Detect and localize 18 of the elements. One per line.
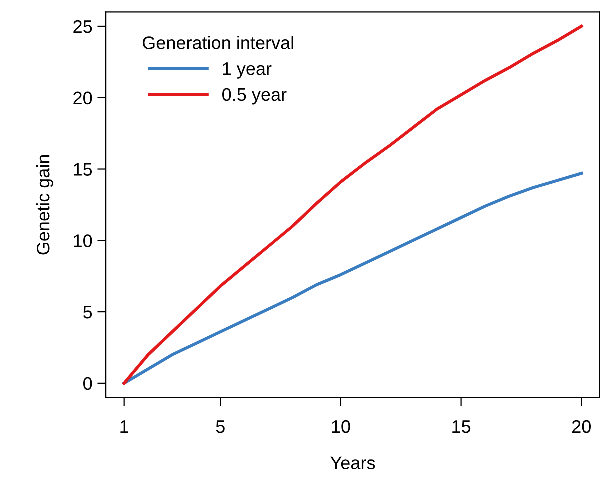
y-tick-label: 5 bbox=[84, 306, 92, 319]
line-series bbox=[122, 172, 584, 385]
legend-title: Generation interval bbox=[142, 36, 294, 50]
x-tick-label: 10 bbox=[332, 420, 350, 434]
x-tick-label: 20 bbox=[572, 420, 591, 434]
line-series bbox=[122, 24, 584, 385]
legend-label: 1 year bbox=[223, 62, 272, 79]
y-tick-label: 25 bbox=[74, 20, 92, 34]
y-axis-title: Genetic gain bbox=[36, 155, 54, 255]
x-tick-label: 5 bbox=[216, 420, 225, 434]
x-tick-label: 15 bbox=[452, 420, 471, 434]
y-tick-label: 20 bbox=[74, 92, 92, 105]
y-tick-label: 10 bbox=[74, 234, 92, 248]
y-tick-label: 0 bbox=[84, 377, 92, 390]
y-tick-label: 15 bbox=[74, 163, 92, 176]
x-axis-title: Years bbox=[330, 456, 376, 470]
x-tick-label: 1 bbox=[120, 420, 128, 434]
legend-label: 0.5 year bbox=[222, 88, 287, 105]
